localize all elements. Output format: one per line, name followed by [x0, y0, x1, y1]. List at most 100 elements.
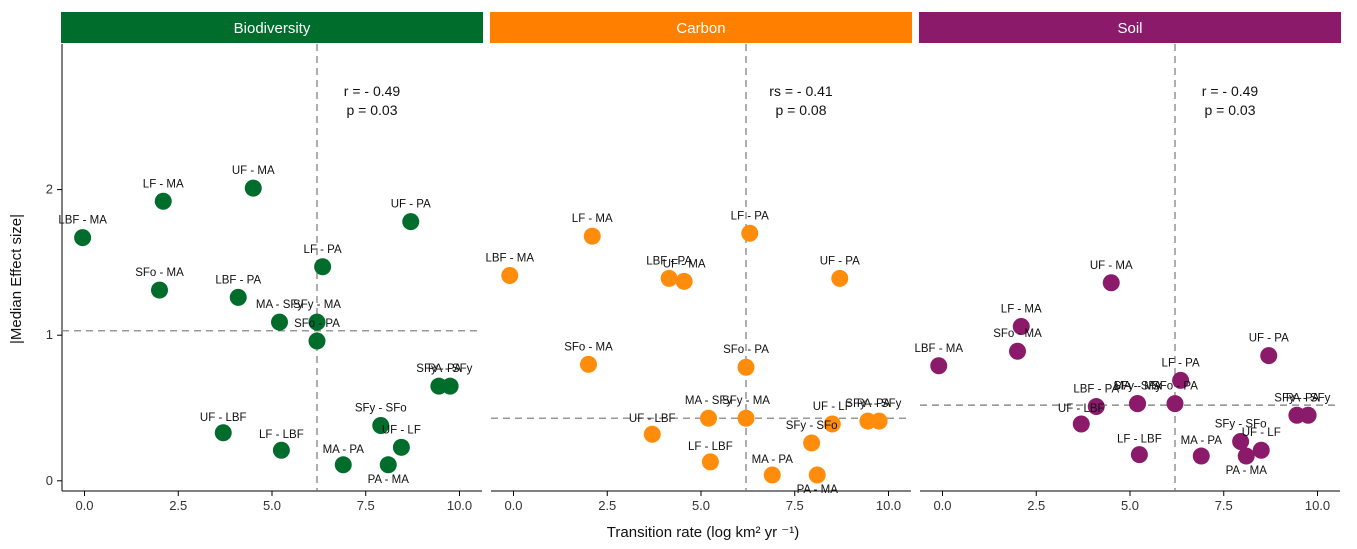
x-tick-label: 7.5 [1215, 498, 1233, 513]
point-label: LF - PA [1162, 357, 1200, 369]
data-point [1130, 446, 1148, 464]
x-tick-label: 0.0 [75, 498, 93, 513]
point-label: LF - LBF [688, 441, 733, 453]
data-point [1166, 395, 1184, 413]
data-point [308, 332, 326, 350]
point-label: LF - LBF [1117, 434, 1162, 446]
data-point [930, 357, 948, 375]
data-point [580, 355, 597, 373]
point-label: UF - MA [232, 165, 275, 177]
point-label: LF - MA [572, 213, 613, 225]
x-tick-label: 0.0 [504, 498, 522, 513]
x-tick-label: 5.0 [1121, 498, 1139, 513]
data-point [1237, 447, 1255, 465]
point-label: SFy - MA [1114, 381, 1162, 393]
data-point [244, 179, 262, 197]
point-label: UF - PA [1249, 333, 1289, 345]
facet-title: Soil [1117, 20, 1142, 37]
point-label: PA - SFy [1286, 392, 1331, 404]
point-label: SFy - SFo [786, 420, 838, 432]
point-label: UF - PA [391, 199, 431, 211]
facet-strip [490, 12, 912, 43]
point-label: SFy - SFo [1215, 418, 1267, 430]
panel-soil: Soil 0.0 2.5 5.0 7.5 10.0 r = - 0.49 p = 0.03 UF… [914, 12, 1341, 513]
x-tick-label: 7.5 [786, 498, 804, 513]
point-label: MA - SFy [256, 299, 304, 311]
facet-strip [919, 12, 1341, 43]
data-point [741, 224, 759, 242]
x-tick-label: 2.5 [1027, 498, 1045, 513]
point-label: UF - PA [820, 255, 860, 267]
point-label: LBF - PA [215, 274, 261, 286]
data-point [808, 466, 826, 484]
data-point [831, 269, 849, 287]
data-point [700, 409, 717, 427]
point-label: MA - PA [752, 454, 794, 466]
data-point [870, 412, 888, 430]
point-label: SFy - PA [416, 363, 461, 375]
panel-biodiversity: Biodiversity 0 1 2 0.0 2.5 5.0 7.5 10.0 r = - 0.4… [46, 12, 483, 513]
data-point [1012, 317, 1030, 335]
point-label: LBF - MA [914, 343, 963, 355]
point-label: SFy - MA [722, 395, 770, 407]
point-label: MA - SFy [1114, 381, 1162, 393]
data-point [675, 272, 693, 290]
data-point [151, 281, 168, 299]
data-point [74, 229, 92, 247]
point-label: MA - PA [1181, 435, 1223, 447]
x-tick-label: 7.5 [357, 498, 375, 513]
point-label: LBF - MA [58, 215, 107, 227]
x-tick-label: 10.0 [1305, 498, 1330, 513]
data-point [334, 456, 352, 474]
point-label: SFy - PA [1274, 392, 1319, 404]
point-label: SFy - PA [845, 398, 890, 410]
panels-group: Biodiversity 0 1 2 0.0 2.5 5.0 7.5 10.0 r = - 0.4… [46, 12, 1341, 513]
point-label: PA - SFy [428, 363, 473, 375]
data-point [823, 415, 841, 433]
x-tick-label: 10.0 [876, 498, 901, 513]
stat-annotation: p = 0.03 [347, 102, 398, 118]
data-point [1252, 441, 1270, 459]
point-label: SFo - PA [294, 318, 340, 330]
point-label: LF - PA [304, 244, 342, 256]
data-point [430, 377, 448, 395]
y-tick-label: 1 [46, 327, 53, 342]
data-point [583, 227, 601, 245]
data-point [763, 466, 781, 484]
point-label: SFo - MA [564, 341, 613, 353]
facet-title: Biodiversity [234, 20, 311, 37]
data-point [701, 453, 719, 471]
data-point [501, 267, 519, 285]
point-label: UF - LF [813, 401, 852, 413]
point-label: UF - MA [663, 258, 706, 270]
point-label: UF - MA [1090, 260, 1133, 272]
data-point [1102, 274, 1120, 292]
point-label: LBF - MA [485, 253, 534, 265]
data-point [1192, 447, 1210, 465]
point-label: UF - LBF [1058, 403, 1105, 415]
y-axis-title: |Median Effect size| [8, 214, 25, 344]
data-point [402, 213, 420, 231]
y-tick-label: 0 [46, 473, 53, 488]
point-label: SFo - MA [135, 267, 184, 279]
point-label: SFo - PA [723, 344, 769, 356]
data-point [272, 441, 290, 459]
panel-carbon: Carbon 0.0 2.5 5.0 7.5 10.0 rs = - 0.41 p = 0.0… [485, 12, 912, 513]
data-point [229, 288, 247, 306]
point-label: SFy - MA [293, 299, 341, 311]
point-label: UF - LBF [629, 413, 676, 425]
stat-annotation: r = - 0.49 [1202, 83, 1259, 99]
data-point [737, 409, 755, 427]
data-point [214, 424, 232, 442]
x-tick-label: 2.5 [169, 498, 187, 513]
data-point [314, 258, 332, 276]
point-label: LF - MA [143, 178, 184, 190]
data-point [1260, 347, 1278, 365]
data-point [660, 269, 678, 287]
point-label: SFy - SFo [355, 402, 407, 414]
stat-annotation: rs = - 0.41 [769, 83, 833, 99]
point-label: LBF - PA [646, 255, 692, 267]
facet-strip [61, 12, 483, 43]
data-point [1172, 371, 1190, 389]
